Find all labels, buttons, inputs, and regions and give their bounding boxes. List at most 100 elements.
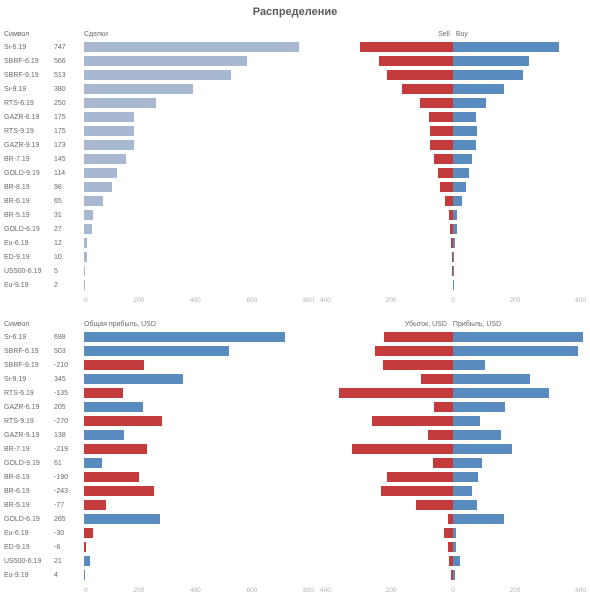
table-row: Si-6.19747 <box>4 40 586 54</box>
profit-bar <box>453 570 455 580</box>
netprofit-bar-negative <box>84 416 162 426</box>
deals-bar <box>84 140 134 150</box>
value-label: 250 <box>54 100 78 107</box>
axis-tick: 0 <box>451 297 455 304</box>
symbol-label: BR-8.19 <box>4 474 48 481</box>
loss-bar <box>383 360 453 370</box>
value-label: 114 <box>54 170 78 177</box>
netprofit-bar-negative <box>84 486 154 496</box>
symbol-label: GAZR-6.19 <box>4 404 48 411</box>
value-label: 4 <box>54 572 78 579</box>
symbol-label: RTS-9.19 <box>4 418 48 425</box>
value-label: 345 <box>54 376 78 383</box>
panel1-header-buy: Buy <box>456 31 468 38</box>
axis-tick: 400 <box>320 297 331 304</box>
symbol-label: RTS-9.19 <box>4 128 48 135</box>
sell-bar <box>430 126 453 136</box>
profit-bar <box>453 374 530 384</box>
loss-bar <box>384 332 453 342</box>
panel2-header-profit: Прибыль, USD <box>453 321 501 328</box>
value-label: 138 <box>54 432 78 439</box>
axis-tick: 600 <box>247 297 258 304</box>
table-row: SBRF-9.19513 <box>4 68 586 82</box>
profit-bar <box>453 444 512 454</box>
sell-bar <box>402 84 453 94</box>
axis-tick: 200 <box>386 587 397 594</box>
sell-bar <box>438 168 453 178</box>
sell-bar <box>387 70 454 80</box>
axis-tick: 0 <box>84 297 88 304</box>
value-label: 173 <box>54 142 78 149</box>
profit-bar <box>453 542 456 552</box>
table-row: SBRF-6.19503 <box>4 344 586 358</box>
loss-bar <box>434 402 453 412</box>
symbol-label: GOLD-6.19 <box>4 516 48 523</box>
table-row: ED-9.1910 <box>4 250 586 264</box>
buy-bar <box>453 126 477 136</box>
symbol-label: GAZR-9.19 <box>4 142 48 149</box>
table-row: Eu-6.19-30 <box>4 526 586 540</box>
symbol-label: SBRF-9.19 <box>4 362 48 369</box>
profit-bar <box>453 556 460 566</box>
value-label: 175 <box>54 114 78 121</box>
buy-bar <box>453 42 559 52</box>
table-row: RTS-9.19175 <box>4 124 586 138</box>
netprofit-bar-positive <box>84 570 85 580</box>
loss-bar <box>387 472 454 482</box>
panel2-header-loss: Убыток, USD <box>405 321 447 328</box>
profit-bar <box>453 486 472 496</box>
table-row: Eu-6.1912 <box>4 236 586 250</box>
loss-bar <box>375 346 453 356</box>
deals-bar <box>84 126 134 136</box>
loss-bar <box>421 374 453 384</box>
sell-bar <box>429 112 453 122</box>
deals-bar <box>84 252 87 262</box>
symbol-label: GOLD-9.19 <box>4 460 48 467</box>
symbol-label: ED-9.19 <box>4 544 48 551</box>
deals-bar <box>84 224 92 234</box>
sell-bar <box>420 98 453 108</box>
value-label: -30 <box>54 530 78 537</box>
netprofit-bar-positive <box>84 458 102 468</box>
value-label: 21 <box>54 558 78 565</box>
buy-bar <box>453 168 469 178</box>
value-label: 265 <box>54 516 78 523</box>
buy-bar <box>453 56 529 66</box>
table-row: SBRF-9.19-210 <box>4 358 586 372</box>
table-row: BR-6.19-243 <box>4 484 586 498</box>
symbol-label: GAZR-6.19 <box>4 114 48 121</box>
deals-bar <box>84 266 85 276</box>
loss-bar <box>433 458 453 468</box>
axis-tick: 400 <box>190 587 201 594</box>
symbol-label: Si-6.19 <box>4 334 48 341</box>
buy-bar <box>453 154 472 164</box>
buy-bar <box>453 266 454 276</box>
table-row: ED-9.19-6 <box>4 540 586 554</box>
netprofit-bar-negative <box>84 388 123 398</box>
buy-bar <box>453 182 466 192</box>
value-label: 698 <box>54 334 78 341</box>
table-row: GOLD-6.1927 <box>4 222 586 236</box>
symbol-label: ED-9.19 <box>4 254 48 261</box>
deals-bar <box>84 210 93 220</box>
table-row: SBRF-6.19566 <box>4 54 586 68</box>
table-row: US500-6.1921 <box>4 554 586 568</box>
table-row: Si-9.19380 <box>4 82 586 96</box>
deals-bar <box>84 84 193 94</box>
loss-bar <box>416 500 453 510</box>
buy-bar <box>453 98 486 108</box>
deals-bar <box>84 154 126 164</box>
symbol-label: Si-6.19 <box>4 44 48 51</box>
symbol-label: BR-5.19 <box>4 502 48 509</box>
axis-tick: 0 <box>451 587 455 594</box>
axis-tick: 200 <box>133 587 144 594</box>
sell-bar <box>430 140 453 150</box>
value-label: 503 <box>54 348 78 355</box>
panel1-header-symbol: Символ <box>4 31 48 38</box>
table-row: GOLD-9.19114 <box>4 166 586 180</box>
symbol-label: BR-8.19 <box>4 184 48 191</box>
table-row: GAZR-6.19205 <box>4 400 586 414</box>
page-title: Распределение <box>4 6 586 18</box>
axis-tick: 200 <box>133 297 144 304</box>
profit-bar <box>453 346 578 356</box>
